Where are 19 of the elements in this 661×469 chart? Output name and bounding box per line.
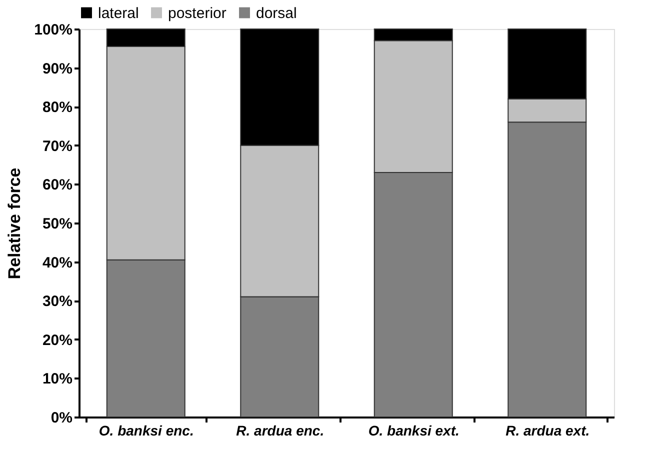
y-tick-label: 50% xyxy=(42,216,72,232)
y-tick-label: 90% xyxy=(42,60,72,78)
y-tick-label: 70% xyxy=(42,138,72,155)
y-tick-label: 60% xyxy=(42,176,72,194)
y-tick-label: 20% xyxy=(42,332,72,349)
x-tick-label: R. ardua ext. xyxy=(506,422,590,438)
x-tick-label: O. banksi ext. xyxy=(368,422,460,438)
y-tick-label: 30% xyxy=(42,293,72,310)
x-tick-label: R. ardua enc. xyxy=(236,422,324,438)
y-tick-label: 10% xyxy=(42,370,72,388)
legend-label: dorsal xyxy=(256,4,297,22)
legend-label: lateral xyxy=(98,4,139,22)
y-tick-label: 0% xyxy=(50,410,72,426)
y-axis-title: Relative force xyxy=(5,168,24,280)
legend-label: posterior xyxy=(168,4,226,22)
y-tick-label: 100% xyxy=(34,22,72,38)
y-tick-label: 40% xyxy=(42,254,72,272)
y-tick-label: 80% xyxy=(42,99,72,116)
x-tick-label: O. banksi enc. xyxy=(98,422,194,438)
